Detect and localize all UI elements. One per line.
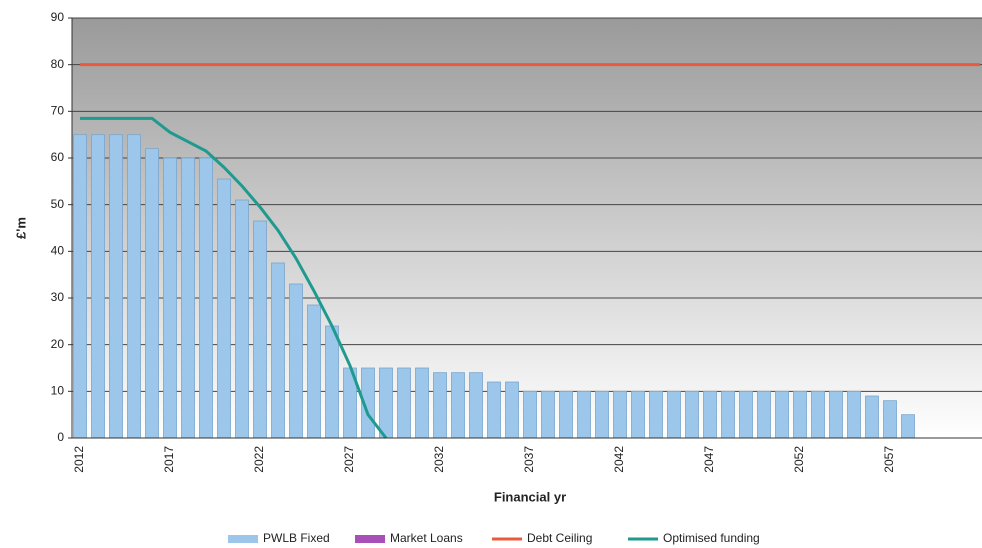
bar [793,390,807,439]
bar [397,367,411,439]
x-tick-label: 2042 [612,446,626,473]
bar [649,390,663,439]
bar [901,414,915,439]
legend-label: Market Loans [390,531,463,545]
legend-label: Optimised funding [663,531,760,545]
bar [271,262,285,439]
legend-swatch [355,535,385,543]
y-tick-label: 10 [51,384,65,398]
line [80,116,388,439]
bar [865,395,879,439]
bar [613,390,627,439]
bar [775,390,789,439]
x-tick-label: 2052 [792,446,806,473]
y-tick-label: 70 [51,104,65,118]
bar [127,134,141,439]
y-tick-label: 0 [57,430,64,444]
bar [703,390,717,439]
bar [253,220,267,439]
bar [523,390,537,439]
x-tick-label: 2027 [342,446,356,473]
bar [73,134,87,439]
legend-swatch [228,535,258,543]
x-axis-title: Financial yr [494,489,566,504]
bar [199,157,213,439]
y-tick-label: 80 [51,57,65,71]
bar [325,325,339,439]
bar [685,390,699,439]
bar [415,367,429,439]
y-tick-label: 40 [51,244,65,258]
bar [379,367,393,439]
bar [181,157,195,439]
bar [595,390,609,439]
bar [145,148,159,439]
bar [469,372,483,439]
x-tick-label: 2017 [162,446,176,473]
bar [433,372,447,439]
x-tick-label: 2012 [72,446,86,473]
bar [217,178,231,439]
bar [91,134,105,439]
bar [739,390,753,439]
legend-label: Debt Ceiling [527,531,592,545]
bar [667,390,681,439]
bar [631,390,645,439]
bar [577,390,591,439]
bar [757,390,771,439]
bar [883,400,897,439]
bar [721,390,735,439]
bar [811,390,825,439]
x-tick-label: 2032 [432,446,446,473]
bar [829,390,843,439]
x-tick-label: 2057 [882,446,896,473]
y-axis-title: £'m [13,217,28,239]
bar [487,381,501,439]
legend-label: PWLB Fixed [263,531,330,545]
bar [505,381,519,439]
bar [451,372,465,439]
x-tick-label: 2047 [702,446,716,473]
bar [289,283,303,439]
bar [235,199,249,439]
y-tick-label: 20 [51,337,65,351]
y-tick-label: 30 [51,290,65,304]
bar [163,157,177,439]
bar [541,390,555,439]
bar [109,134,123,439]
x-tick-label: 2037 [522,446,536,473]
bar [847,390,861,439]
y-tick-label: 60 [51,150,65,164]
legend: PWLB Fixed Market Loans Debt Ceiling Optimi… [228,531,760,545]
bar [559,390,573,439]
y-tick-label: 90 [51,10,65,24]
y-tick-label: 50 [51,197,65,211]
x-tick-label: 2022 [252,446,266,473]
bar [307,304,321,439]
